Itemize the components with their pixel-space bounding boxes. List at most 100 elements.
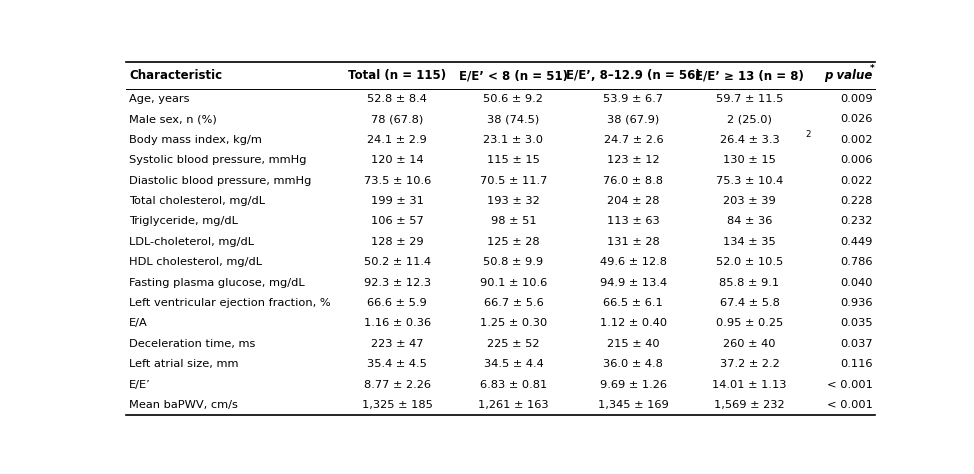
- Text: 36.0 ± 4.8: 36.0 ± 4.8: [604, 359, 663, 369]
- Text: < 0.001: < 0.001: [827, 400, 873, 410]
- Text: 90.1 ± 10.6: 90.1 ± 10.6: [480, 278, 547, 288]
- Text: 225 ± 52: 225 ± 52: [487, 339, 540, 349]
- Text: 24.7 ± 2.6: 24.7 ± 2.6: [604, 135, 663, 145]
- Text: 131 ± 28: 131 ± 28: [607, 237, 659, 247]
- Text: 125 ± 28: 125 ± 28: [487, 237, 540, 247]
- Text: 1,569 ± 232: 1,569 ± 232: [714, 400, 785, 410]
- Text: 34.5 ± 4.4: 34.5 ± 4.4: [483, 359, 543, 369]
- Text: 50.6 ± 9.2: 50.6 ± 9.2: [483, 94, 543, 104]
- Text: 113 ± 63: 113 ± 63: [607, 217, 659, 227]
- Text: 0.228: 0.228: [841, 196, 873, 206]
- Text: Body mass index, kg/m: Body mass index, kg/m: [130, 135, 262, 145]
- Text: 59.7 ± 11.5: 59.7 ± 11.5: [716, 94, 783, 104]
- Text: < 0.001: < 0.001: [827, 380, 873, 390]
- Text: 85.8 ± 9.1: 85.8 ± 9.1: [720, 278, 779, 288]
- Text: 35.4 ± 4.5: 35.4 ± 4.5: [367, 359, 428, 369]
- Text: 38 (67.9): 38 (67.9): [607, 115, 659, 125]
- Text: 115 ± 15: 115 ± 15: [487, 155, 540, 165]
- Text: Mean baPWV, cm/s: Mean baPWV, cm/s: [130, 400, 239, 410]
- Text: 199 ± 31: 199 ± 31: [371, 196, 424, 206]
- Text: Characteristic: Characteristic: [130, 69, 222, 82]
- Text: 1,345 ± 169: 1,345 ± 169: [598, 400, 669, 410]
- Text: Fasting plasma glucose, mg/dL: Fasting plasma glucose, mg/dL: [130, 278, 305, 288]
- Text: 203 ± 39: 203 ± 39: [723, 196, 776, 206]
- Text: 50.2 ± 11.4: 50.2 ± 11.4: [363, 257, 431, 267]
- Text: 50.8 ± 9.9: 50.8 ± 9.9: [483, 257, 543, 267]
- Text: 123 ± 12: 123 ± 12: [607, 155, 659, 165]
- Text: 134 ± 35: 134 ± 35: [723, 237, 776, 247]
- Text: 52.8 ± 8.4: 52.8 ± 8.4: [367, 94, 428, 104]
- Text: 14.01 ± 1.13: 14.01 ± 1.13: [712, 380, 787, 390]
- Text: 0.95 ± 0.25: 0.95 ± 0.25: [716, 319, 783, 328]
- Text: E/E’, 8–12.9 (n = 56): E/E’, 8–12.9 (n = 56): [566, 69, 700, 82]
- Text: 0.449: 0.449: [841, 237, 873, 247]
- Text: Age, years: Age, years: [130, 94, 190, 104]
- Text: 6.83 ± 0.81: 6.83 ± 0.81: [480, 380, 547, 390]
- Text: 0.936: 0.936: [841, 298, 873, 308]
- Text: 2: 2: [805, 130, 810, 139]
- Text: 1.12 ± 0.40: 1.12 ± 0.40: [600, 319, 667, 328]
- Text: 1.25 ± 0.30: 1.25 ± 0.30: [480, 319, 547, 328]
- Text: Total cholesterol, mg/dL: Total cholesterol, mg/dL: [130, 196, 265, 206]
- Text: 94.9 ± 13.4: 94.9 ± 13.4: [600, 278, 667, 288]
- Text: 0.116: 0.116: [841, 359, 873, 369]
- Text: 9.69 ± 1.26: 9.69 ± 1.26: [600, 380, 667, 390]
- Text: 0.040: 0.040: [841, 278, 873, 288]
- Text: 0.786: 0.786: [841, 257, 873, 267]
- Text: 0.035: 0.035: [841, 319, 873, 328]
- Text: 76.0 ± 8.8: 76.0 ± 8.8: [603, 176, 663, 186]
- Text: 204 ± 28: 204 ± 28: [607, 196, 659, 206]
- Text: 260 ± 40: 260 ± 40: [724, 339, 775, 349]
- Text: Left ventricular ejection fraction, %: Left ventricular ejection fraction, %: [130, 298, 331, 308]
- Text: 92.3 ± 12.3: 92.3 ± 12.3: [363, 278, 431, 288]
- Text: 84 ± 36: 84 ± 36: [727, 217, 772, 227]
- Text: 0.232: 0.232: [841, 217, 873, 227]
- Text: E/E’ ≥ 13 (n = 8): E/E’ ≥ 13 (n = 8): [695, 69, 804, 82]
- Text: 193 ± 32: 193 ± 32: [487, 196, 540, 206]
- Text: 24.1 ± 2.9: 24.1 ± 2.9: [367, 135, 428, 145]
- Text: 26.4 ± 3.3: 26.4 ± 3.3: [720, 135, 779, 145]
- Text: 1,325 ± 185: 1,325 ± 185: [361, 400, 432, 410]
- Text: 52.0 ± 10.5: 52.0 ± 10.5: [716, 257, 783, 267]
- Text: 215 ± 40: 215 ± 40: [607, 339, 659, 349]
- Text: 223 ± 47: 223 ± 47: [371, 339, 424, 349]
- Text: Diastolic blood pressure, mmHg: Diastolic blood pressure, mmHg: [130, 176, 312, 186]
- Text: 128 ± 29: 128 ± 29: [371, 237, 424, 247]
- Text: 78 (67.8): 78 (67.8): [371, 115, 424, 125]
- Text: 98 ± 51: 98 ± 51: [491, 217, 537, 227]
- Text: 75.3 ± 10.4: 75.3 ± 10.4: [716, 176, 783, 186]
- Text: 70.5 ± 11.7: 70.5 ± 11.7: [480, 176, 547, 186]
- Text: 67.4 ± 5.8: 67.4 ± 5.8: [720, 298, 779, 308]
- Text: 38 (74.5): 38 (74.5): [487, 115, 540, 125]
- Text: E/A: E/A: [130, 319, 148, 328]
- Text: 53.9 ± 6.7: 53.9 ± 6.7: [603, 94, 663, 104]
- Text: 0.037: 0.037: [841, 339, 873, 349]
- Text: LDL-choleterol, mg/dL: LDL-choleterol, mg/dL: [130, 237, 254, 247]
- Text: 0.022: 0.022: [841, 176, 873, 186]
- Text: 66.7 ± 5.6: 66.7 ± 5.6: [483, 298, 543, 308]
- Text: 8.77 ± 2.26: 8.77 ± 2.26: [363, 380, 431, 390]
- Text: 0.002: 0.002: [841, 135, 873, 145]
- Text: E/E’ < 8 (n = 51): E/E’ < 8 (n = 51): [459, 69, 568, 82]
- Text: Systolic blood pressure, mmHg: Systolic blood pressure, mmHg: [130, 155, 307, 165]
- Text: 66.5 ± 6.1: 66.5 ± 6.1: [604, 298, 663, 308]
- Text: 23.1 ± 3.0: 23.1 ± 3.0: [483, 135, 543, 145]
- Text: 2 (25.0): 2 (25.0): [728, 115, 772, 125]
- Text: 106 ± 57: 106 ± 57: [371, 217, 424, 227]
- Text: 1.16 ± 0.36: 1.16 ± 0.36: [363, 319, 431, 328]
- Text: p value: p value: [824, 69, 873, 82]
- Text: 66.6 ± 5.9: 66.6 ± 5.9: [367, 298, 428, 308]
- Text: 49.6 ± 12.8: 49.6 ± 12.8: [600, 257, 667, 267]
- Text: 130 ± 15: 130 ± 15: [723, 155, 776, 165]
- Text: 0.009: 0.009: [841, 94, 873, 104]
- Text: Deceleration time, ms: Deceleration time, ms: [130, 339, 255, 349]
- Text: Total (n = 115): Total (n = 115): [348, 69, 446, 82]
- Text: E/E’: E/E’: [130, 380, 151, 390]
- Text: 37.2 ± 2.2: 37.2 ± 2.2: [720, 359, 779, 369]
- Text: 0.006: 0.006: [841, 155, 873, 165]
- Text: HDL cholesterol, mg/dL: HDL cholesterol, mg/dL: [130, 257, 262, 267]
- Text: Male sex, n (%): Male sex, n (%): [130, 115, 217, 125]
- Text: *: *: [870, 64, 875, 73]
- Text: Left atrial size, mm: Left atrial size, mm: [130, 359, 239, 369]
- Text: 120 ± 14: 120 ± 14: [371, 155, 424, 165]
